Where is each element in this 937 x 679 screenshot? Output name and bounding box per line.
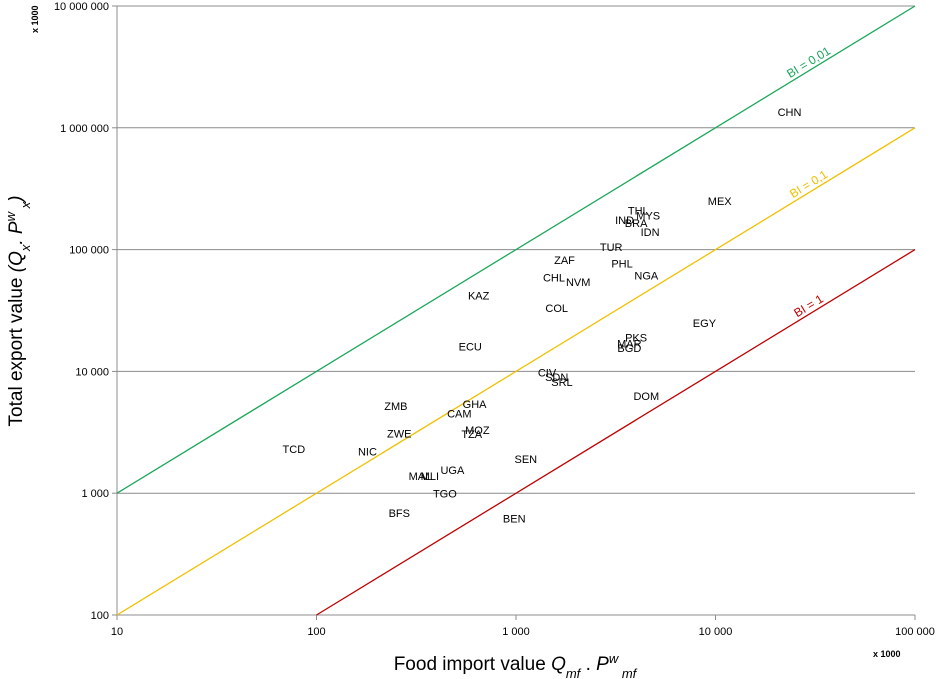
x-tick-label: 10 xyxy=(111,626,123,638)
point-label: COL xyxy=(545,303,568,315)
point-label: CHL xyxy=(543,273,565,285)
point-label: BEN xyxy=(503,513,526,525)
reference-line xyxy=(116,5,916,494)
y-tick-label: 1 000 000 xyxy=(60,123,109,135)
reference-line xyxy=(316,249,916,616)
point-label: UGA xyxy=(440,465,465,477)
x-tick-label: 100 000 xyxy=(895,626,935,638)
point-label: ZWE xyxy=(387,428,411,440)
y-tick-label: 100 xyxy=(91,610,109,622)
point-label: CHN xyxy=(778,107,802,119)
point-label: MOZ xyxy=(465,425,490,437)
y-tick-label: 1 000 xyxy=(81,488,109,500)
point-label: PHL xyxy=(611,258,632,270)
y-axis-multiplier: x 1000 xyxy=(30,5,40,33)
point-label: MEX xyxy=(708,196,733,208)
point-label: SRL xyxy=(551,377,572,389)
point-label: TUR xyxy=(600,242,623,254)
point-label: MAL xyxy=(409,471,432,483)
point-label: MYS xyxy=(636,211,660,223)
point-label: BRA xyxy=(625,218,648,230)
x-axis-multiplier: x 1000 xyxy=(873,649,901,659)
point-label: BFS xyxy=(389,508,410,520)
point-label: TCD xyxy=(283,444,306,456)
x-tick-label: 100 xyxy=(307,626,325,638)
y-axis-title: Total export value (Qx. Pw x) xyxy=(3,196,33,427)
point-label: ZMB xyxy=(384,401,407,413)
y-tick-label: 10 000 xyxy=(75,366,109,378)
point-label: IDN xyxy=(641,227,660,239)
point-label: MAR xyxy=(617,338,642,350)
reference-line-label: BI = 0,01 xyxy=(784,44,833,81)
point-label: ECU xyxy=(459,342,482,354)
reference-line xyxy=(116,127,916,616)
point-label: CIV xyxy=(538,367,557,379)
tick-labels: 100 1 000 10 000 100 000 1 000 000 10 000 000… xyxy=(54,1,935,638)
reference-line-label: BI = 1 xyxy=(791,291,826,320)
point-label: DOM xyxy=(633,391,659,403)
point-label: TZA xyxy=(461,429,482,441)
point-label: SDN xyxy=(545,372,568,384)
point-label: SEN xyxy=(515,454,538,466)
x-tick-label: 10 000 xyxy=(699,626,733,638)
y-tick-label: 100 000 xyxy=(69,245,109,257)
point-label: NIC xyxy=(358,446,377,458)
point-label: MLI xyxy=(421,471,439,483)
point-label: NVM xyxy=(566,277,590,289)
axes xyxy=(112,5,916,620)
point-label: NGA xyxy=(634,271,659,283)
y-tick-label: 10 000 000 xyxy=(54,1,109,13)
point-label: CAM xyxy=(447,409,471,421)
point-label: GHA xyxy=(463,399,488,411)
point-label: EGY xyxy=(693,318,717,330)
point-label: BGD xyxy=(617,343,641,355)
x-tick-label: 1 000 xyxy=(502,626,530,638)
point-label: ZAF xyxy=(554,255,575,267)
point-label: TGO xyxy=(433,489,457,501)
point-label: PKS xyxy=(625,332,647,344)
point-label: THL xyxy=(628,205,649,217)
point-label: IND xyxy=(615,215,634,227)
point-label: KAZ xyxy=(468,290,490,302)
x-axis-title: Food import value Qmf . Pw mf xyxy=(394,651,638,679)
